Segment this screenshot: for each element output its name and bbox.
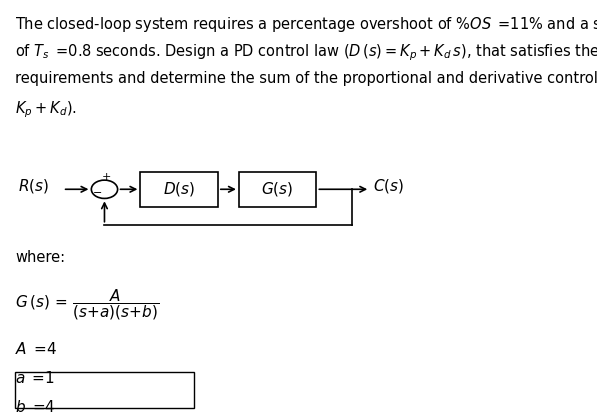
Bar <box>15 372 194 408</box>
Text: +: + <box>101 172 111 182</box>
Text: $G\,(s)\, =\, \dfrac{A}{(s{+}a)(s{+}b)}$: $G\,(s)\, =\, \dfrac{A}{(s{+}a)(s{+}b)}$ <box>15 287 159 322</box>
Text: $G(s)$: $G(s)$ <box>261 180 294 198</box>
Text: where:: where: <box>15 250 65 265</box>
Text: $D(s)$: $D(s)$ <box>163 180 195 198</box>
Text: $b\,$ =4: $b\,$ =4 <box>15 399 56 415</box>
Text: $A\,$ =4: $A\,$ =4 <box>15 341 57 357</box>
Text: $a\,$ =1: $a\,$ =1 <box>15 370 54 386</box>
Text: $C(s)$: $C(s)$ <box>373 177 404 195</box>
Text: requirements and determine the sum of the proportional and derivative controller: requirements and determine the sum of th… <box>15 71 597 86</box>
Text: −: − <box>93 188 102 198</box>
Text: $R(s)$: $R(s)$ <box>18 177 49 195</box>
Text: of $T_s\,$ =0.8 seconds. Design a PD control law ($D\,(s) = K_p + K_d\,s$), that: of $T_s\,$ =0.8 seconds. Design a PD con… <box>15 43 597 64</box>
Text: The closed-loop system requires a percentage overshoot of $\%OS\,$ =11% and a se: The closed-loop system requires a percen… <box>15 15 597 34</box>
Text: $K_p + K_d$).: $K_p + K_d$). <box>15 99 77 120</box>
